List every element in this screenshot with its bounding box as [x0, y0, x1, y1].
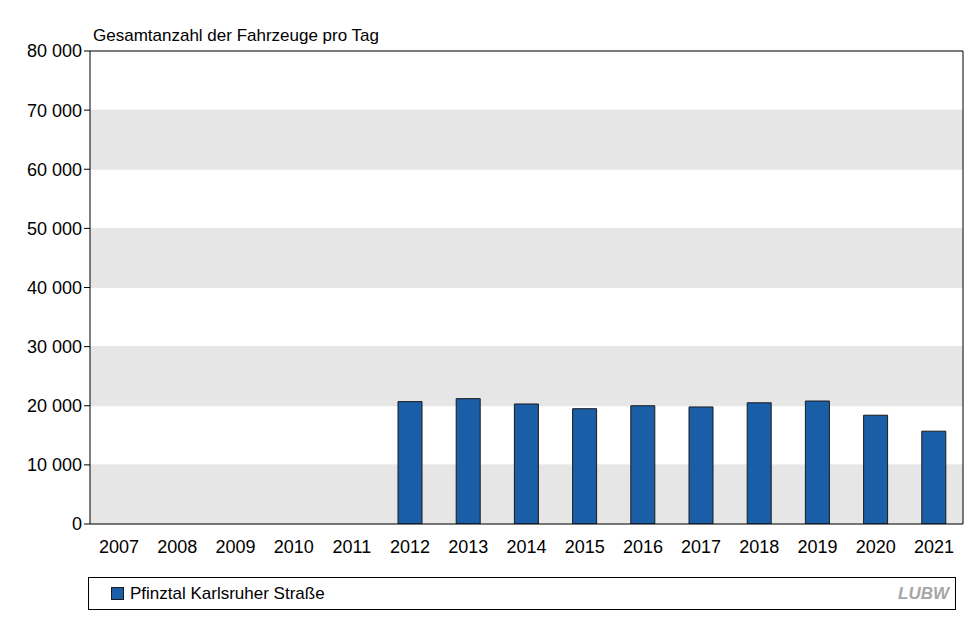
- svg-text:2010: 2010: [274, 537, 314, 557]
- svg-text:60 000: 60 000: [27, 160, 82, 180]
- svg-text:80 000: 80 000: [27, 41, 82, 61]
- svg-text:0: 0: [72, 514, 82, 534]
- svg-text:2014: 2014: [506, 537, 546, 557]
- html-text:LUBW: LUBW: [898, 583, 949, 603]
- svg-text:2012: 2012: [390, 537, 430, 557]
- svg-text:40 000: 40 000: [27, 278, 82, 298]
- svg-text:50 000: 50 000: [27, 219, 82, 239]
- svg-text:2016: 2016: [623, 537, 663, 557]
- svg-text:30 000: 30 000: [27, 337, 82, 357]
- svg-text:2021: 2021: [914, 537, 954, 557]
- svg-text:2009: 2009: [215, 537, 255, 557]
- svg-text:2015: 2015: [565, 537, 605, 557]
- svg-text:70 000: 70 000: [27, 101, 82, 121]
- svg-text:10 000: 10 000: [27, 455, 82, 475]
- svg-text:2008: 2008: [157, 537, 197, 557]
- svg-text:2020: 2020: [856, 537, 896, 557]
- svg-text:2018: 2018: [739, 537, 779, 557]
- svg-text:2013: 2013: [448, 537, 488, 557]
- svg-text:2019: 2019: [797, 537, 837, 557]
- html-text:Pfinztal Karlsruher Straße: Pfinztal Karlsruher Straße: [130, 583, 325, 603]
- svg-text:2017: 2017: [681, 537, 721, 557]
- svg-text:2007: 2007: [99, 537, 139, 557]
- html-text:Gesamtanzahl der Fahrzeuge pro: Gesamtanzahl der Fahrzeuge pro Tag: [93, 26, 379, 45]
- svg-text:2011: 2011: [333, 537, 372, 557]
- svg-text:20 000: 20 000: [27, 396, 82, 416]
